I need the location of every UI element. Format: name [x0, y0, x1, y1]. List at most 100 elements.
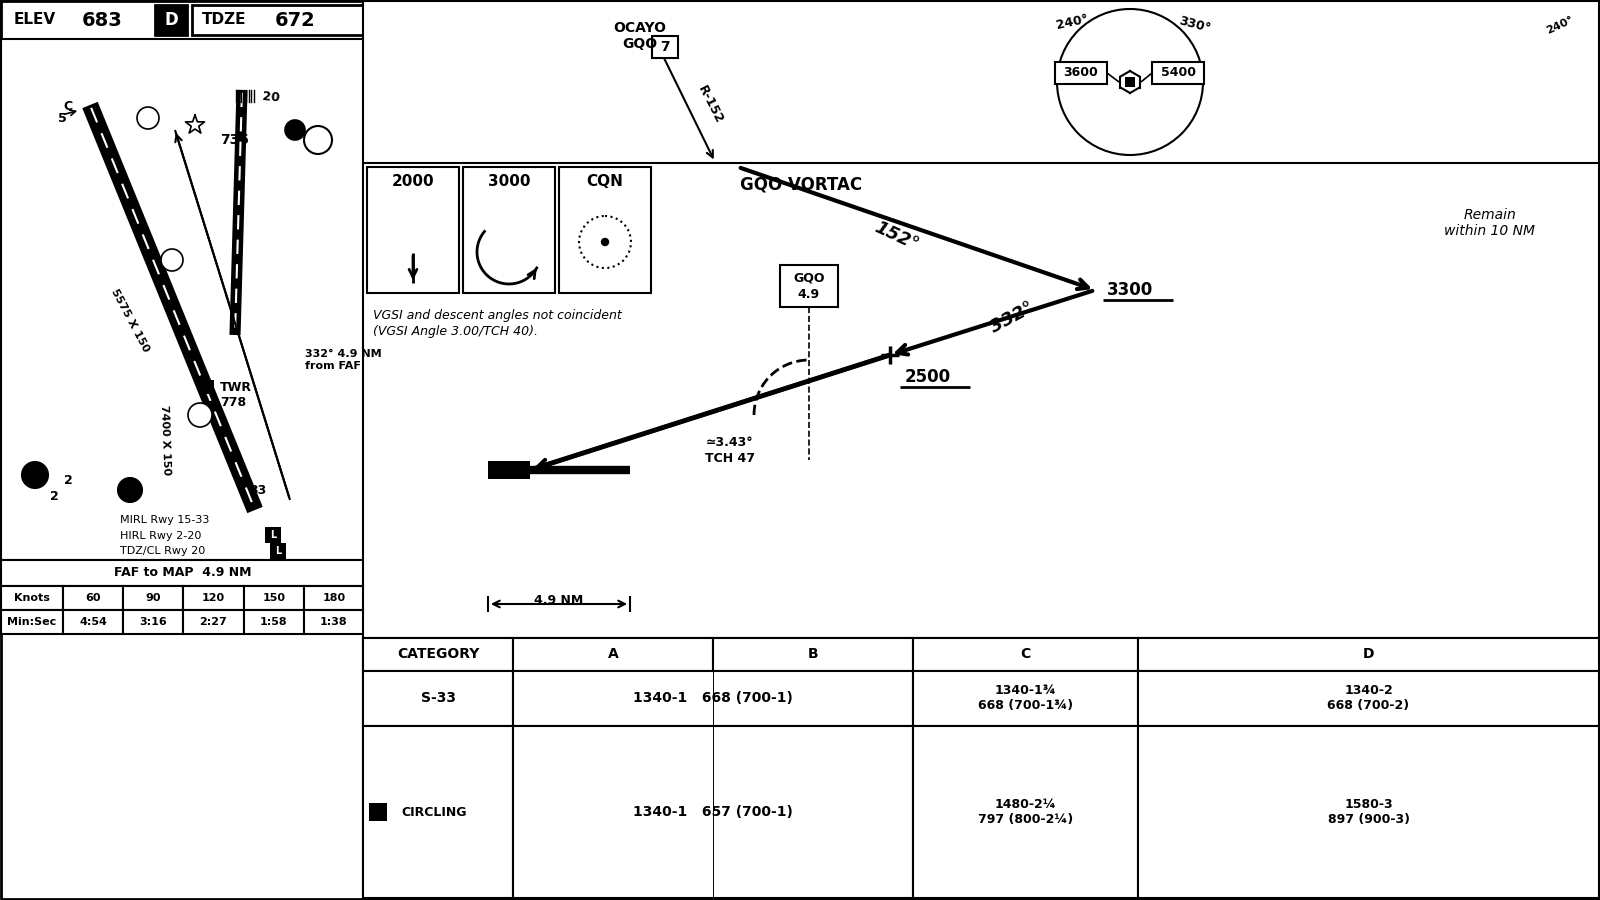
Text: P: P [195, 410, 205, 420]
Bar [914, 726, 1138, 898]
Text: P: P [126, 485, 134, 495]
Bar [2, 1, 365, 39]
Text: S-33: S-33 [421, 691, 456, 706]
Bar [270, 543, 286, 559]
Bar [304, 586, 365, 610]
Text: 90: 90 [146, 593, 162, 603]
Circle shape [138, 107, 158, 129]
Text: 332° 4.9 NM
from FAF: 332° 4.9 NM from FAF [306, 349, 382, 371]
Text: 20: 20 [262, 90, 280, 104]
Text: 1340-1   657 (700-1): 1340-1 657 (700-1) [634, 805, 794, 819]
Text: 240°: 240° [1546, 15, 1574, 36]
Bar [243, 610, 304, 634]
Text: (VGSI Angle 3.00/TCH 40).: (VGSI Angle 3.00/TCH 40). [373, 326, 538, 338]
Text: 150: 150 [262, 593, 285, 603]
Bar [1138, 638, 1598, 671]
Text: A: A [608, 647, 618, 662]
Text: OCAYO: OCAYO [613, 21, 667, 35]
Text: 735: 735 [221, 133, 250, 147]
Text: C: C [1021, 647, 1030, 662]
Circle shape [285, 120, 306, 140]
Circle shape [1058, 9, 1203, 155]
Bar [243, 586, 304, 610]
Circle shape [118, 478, 142, 502]
Bar [363, 638, 514, 671]
Text: 1340-1¾
668 (700-1¾): 1340-1¾ 668 (700-1¾) [978, 685, 1074, 713]
Bar [184, 586, 243, 610]
Bar [62, 610, 123, 634]
Text: FAF to MAP  4.9 NM: FAF to MAP 4.9 NM [114, 566, 251, 580]
Text: TDZE: TDZE [202, 13, 246, 28]
Bar [514, 638, 714, 671]
Text: 332°: 332° [987, 299, 1037, 337]
Text: C: C [64, 101, 72, 113]
Bar [488, 461, 530, 479]
Circle shape [189, 403, 211, 427]
Bar [192, 5, 363, 35]
Circle shape [162, 249, 182, 271]
Text: 1340-2
668 (700-2): 1340-2 668 (700-2) [1328, 685, 1410, 713]
Text: 683: 683 [82, 11, 123, 30]
Text: 60: 60 [85, 593, 101, 603]
Bar [155, 5, 187, 35]
Bar [714, 638, 914, 671]
Text: D: D [1363, 647, 1374, 662]
Text: 672: 672 [275, 11, 315, 30]
Bar [1138, 726, 1598, 898]
Text: MIRL Rwy 15-33: MIRL Rwy 15-33 [120, 515, 210, 525]
Text: VGSI and descent angles not coincident: VGSI and descent angles not coincident [373, 309, 622, 321]
Bar [1152, 62, 1205, 84]
Bar [1125, 77, 1134, 87]
Text: 2:27: 2:27 [200, 617, 227, 627]
Text: 1580-3
897 (900-3): 1580-3 897 (900-3) [1328, 798, 1410, 826]
Bar [2, 586, 62, 610]
Bar [363, 638, 1598, 898]
Text: D: D [165, 11, 178, 29]
Bar [184, 610, 243, 634]
Text: ≃3.43°: ≃3.43° [706, 436, 754, 449]
Bar [914, 671, 1138, 726]
Text: 2: 2 [64, 473, 72, 487]
Text: 5: 5 [58, 112, 66, 124]
Bar [558, 167, 651, 293]
Text: R-152: R-152 [694, 84, 725, 126]
Text: 152°: 152° [872, 219, 922, 255]
Text: R: R [168, 255, 176, 265]
Text: Knots: Knots [14, 593, 50, 603]
Bar [123, 586, 184, 610]
Text: A5: A5 [27, 470, 43, 480]
Bar [1054, 62, 1107, 84]
Bar [2, 560, 365, 586]
Text: 2: 2 [50, 490, 59, 502]
Bar [62, 586, 123, 610]
Text: CATEGORY: CATEGORY [397, 647, 478, 662]
Text: 2000: 2000 [392, 175, 434, 190]
Text: 3600: 3600 [1064, 67, 1098, 79]
Bar [363, 671, 514, 726]
Bar [914, 638, 1138, 671]
Bar [2, 610, 62, 634]
Bar [363, 1, 1598, 164]
Bar [370, 803, 387, 821]
Text: 7: 7 [661, 40, 670, 54]
Text: 7400 X 150: 7400 X 150 [158, 405, 171, 475]
Bar [363, 726, 514, 898]
Text: 1:38: 1:38 [320, 617, 347, 627]
Bar [1138, 671, 1598, 726]
Bar [200, 380, 214, 394]
Bar [653, 36, 678, 58]
Text: 5400: 5400 [1160, 67, 1195, 79]
Text: 4.9: 4.9 [798, 289, 821, 302]
Text: TCH 47: TCH 47 [706, 452, 755, 465]
Text: HIRL Rwy 2-20: HIRL Rwy 2-20 [120, 531, 202, 541]
Bar [781, 265, 838, 307]
Bar [266, 527, 282, 543]
Text: 5575 X 150: 5575 X 150 [109, 287, 150, 354]
Text: 120: 120 [202, 593, 226, 603]
Text: 1480-2¼
797 (800-2¼): 1480-2¼ 797 (800-2¼) [978, 798, 1074, 826]
Bar [363, 163, 1598, 640]
Text: GQO: GQO [794, 272, 824, 284]
Bar [514, 671, 914, 726]
Text: 4:54: 4:54 [78, 617, 107, 627]
Text: A: A [314, 133, 323, 147]
